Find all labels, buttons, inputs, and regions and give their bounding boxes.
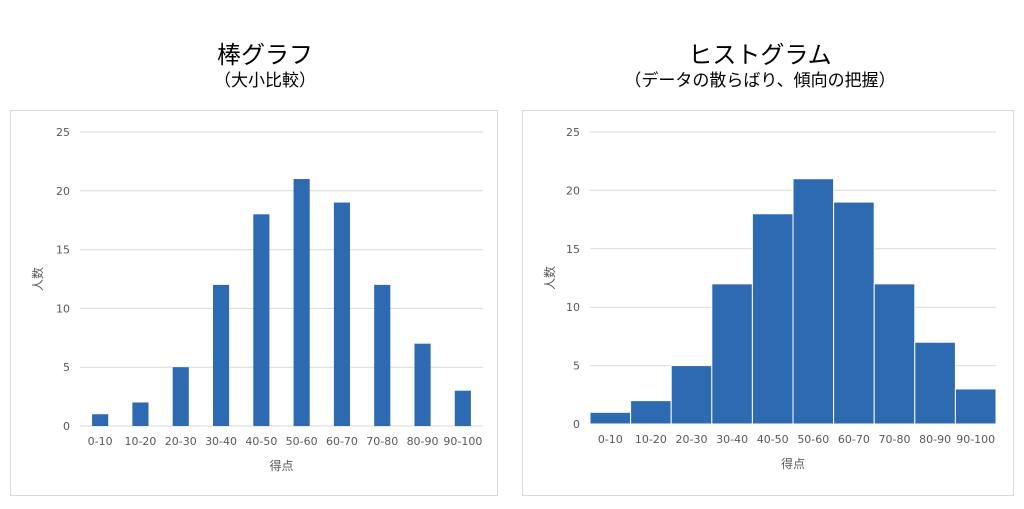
bar-10-20 — [630, 400, 672, 425]
x-tick-label: 20-30 — [165, 435, 197, 448]
x-tick-label: 60-70 — [326, 435, 358, 448]
y-tick-label: 25 — [56, 126, 70, 139]
bar-90-100 — [454, 390, 471, 426]
bar-0-10 — [92, 414, 109, 426]
x-tick-label: 90-100 — [956, 433, 995, 446]
x-tick-label: 10-20 — [124, 435, 156, 448]
x-tick-label: 80-90 — [919, 433, 951, 446]
left-subtitle: （大小比較） — [214, 71, 316, 91]
bar-70-80 — [873, 283, 916, 425]
bar-70-80 — [374, 284, 391, 426]
x-tick-label: 60-70 — [838, 433, 870, 446]
left-heading: 棒グラフ （大小比較） — [30, 40, 500, 92]
y-tick-label: 5 — [63, 361, 70, 374]
bar-30-40 — [212, 284, 230, 426]
x-tick-label: 30-40 — [716, 433, 748, 446]
bar-50-60 — [792, 178, 835, 425]
x-axis-title: 得点 — [781, 456, 805, 471]
y-tick-label: 15 — [56, 244, 70, 257]
y-tick-label: 25 — [566, 126, 580, 139]
x-tick-label: 20-30 — [676, 433, 708, 446]
bar-20-30 — [670, 365, 713, 425]
y-axis-title: 人数 — [542, 266, 557, 290]
x-tick-label: 40-50 — [245, 435, 277, 448]
x-tick-label: 70-80 — [879, 433, 911, 446]
bar-60-70 — [333, 202, 351, 426]
bar-20-30 — [172, 367, 189, 426]
y-tick-label: 20 — [56, 185, 70, 198]
bar-60-70 — [833, 201, 875, 425]
bar-chart-panel: 0 5 10 15 20 25 0-10 10-20 20-30 30-40 40-50 50-60 6… — [10, 110, 498, 496]
y-tick-label: 0 — [573, 418, 580, 431]
histogram-panel: 0 5 10 15 20 25 0-10 10-20 20-30 30-40 40-50 50-60 6… — [522, 110, 1014, 496]
y-tick-label: 10 — [56, 302, 70, 315]
x-tick-label: 90-100 — [443, 435, 482, 448]
y-tick-label: 0 — [63, 420, 70, 433]
right-heading: ヒストグラム （データの散らばり、傾向の把握） — [530, 40, 990, 92]
histogram-chart: 0 5 10 15 20 25 0-10 10-20 20-30 30-40 40-50 50-60 6… — [522, 110, 1014, 496]
x-tick-label: 40-50 — [757, 433, 789, 446]
bar-chart: 0 5 10 15 20 25 0-10 10-20 20-30 30-40 40-50 50-60 6… — [10, 110, 498, 496]
x-tick-label: 80-90 — [407, 435, 439, 448]
bar-10-20 — [132, 402, 149, 426]
y-tick-label: 15 — [566, 243, 580, 256]
x-tick-label: 0-10 — [598, 433, 623, 446]
x-tick-label: 0-10 — [88, 435, 113, 448]
x-tick-label: 50-60 — [286, 435, 318, 448]
right-subtitle: （データの散らばり、傾向の把握） — [624, 71, 896, 91]
bar-0-10 — [589, 411, 632, 425]
bar-40-50 — [751, 213, 794, 425]
x-tick-label: 50-60 — [797, 433, 829, 446]
y-tick-label: 5 — [573, 360, 580, 373]
bar-90-100 — [954, 388, 997, 425]
x-tick-label: 30-40 — [205, 435, 237, 448]
bar-80-90 — [414, 343, 431, 426]
bar-40-50 — [253, 214, 270, 426]
y-tick-label: 20 — [566, 184, 580, 197]
bar-30-40 — [711, 283, 753, 425]
right-title: ヒストグラム — [688, 41, 832, 69]
bar-80-90 — [914, 341, 956, 425]
left-title: 棒グラフ — [217, 41, 313, 69]
x-axis-title: 得点 — [269, 458, 293, 473]
x-tick-label: 70-80 — [366, 435, 398, 448]
y-axis-title: 人数 — [30, 267, 45, 291]
y-tick-label: 10 — [566, 301, 580, 314]
x-tick-label: 10-20 — [635, 433, 667, 446]
bar-50-60 — [293, 179, 310, 426]
